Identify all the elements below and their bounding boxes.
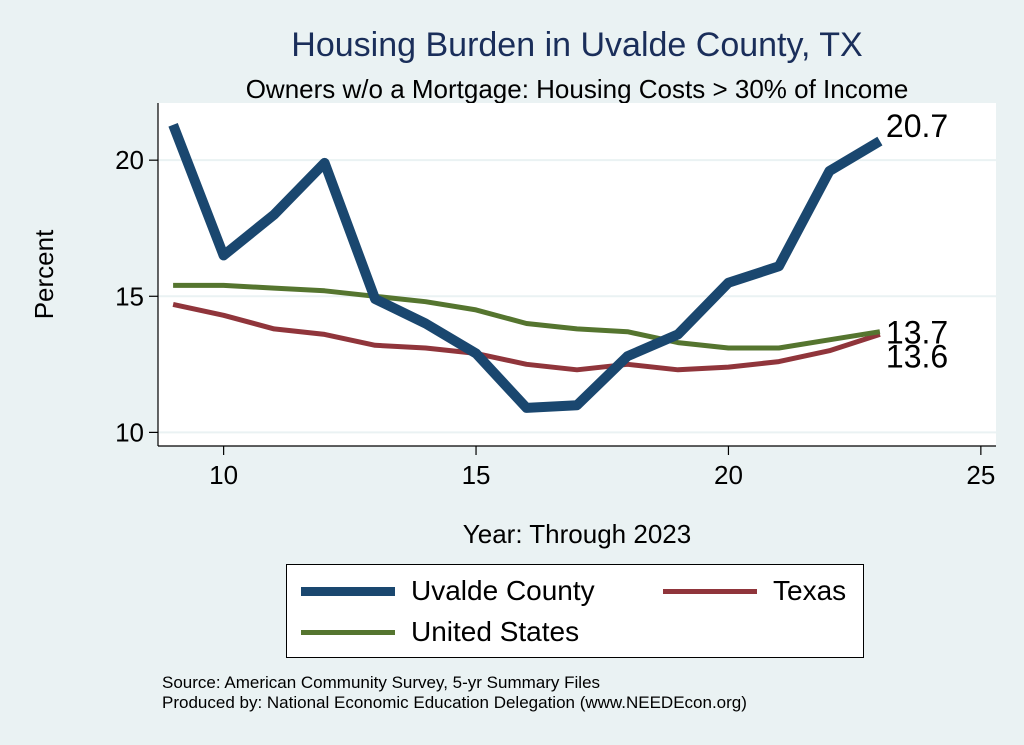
x-axis-title: Year: Through 2023 <box>463 519 691 549</box>
x-tick-label: 10 <box>209 460 238 490</box>
y-tick-label: 15 <box>115 281 144 311</box>
chart-title: Housing Burden in Uvalde County, TX <box>291 26 863 64</box>
legend: Uvalde County Texas United States <box>286 564 864 658</box>
y-tick-label: 20 <box>115 145 144 175</box>
y-tick-label: 10 <box>115 417 144 447</box>
legend-item-uvalde: Uvalde County <box>301 575 595 607</box>
x-tick-label: 20 <box>714 460 743 490</box>
source-line: Source: American Community Survey, 5-yr … <box>162 673 601 692</box>
chart-subtitle: Owners w/o a Mortgage: Housing Costs > 3… <box>245 74 909 104</box>
source-note: Source: American Community Survey, 5-yr … <box>162 673 747 713</box>
end-label-united-states: 13.7 <box>886 315 948 351</box>
legend-label-uvalde: Uvalde County <box>411 575 595 606</box>
legend-item-texas: Texas <box>663 575 846 607</box>
legend-swatch-texas <box>663 588 757 594</box>
series-line-uvalde-county <box>168 122 883 413</box>
legend-label-texas: Texas <box>773 575 847 606</box>
x-tick-label: 25 <box>966 460 995 490</box>
legend-item-us: United States <box>301 616 579 648</box>
series-line-united-states <box>173 282 881 351</box>
end-label-uvalde-county: 20.7 <box>886 108 948 144</box>
legend-swatch-uvalde <box>301 586 395 596</box>
legend-label-us: United States <box>411 616 580 647</box>
x-tick-label: 15 <box>462 460 491 490</box>
produced-by-line: Produced by: National Economic Education… <box>162 693 747 712</box>
legend-swatch-us <box>301 629 395 635</box>
plot-area <box>158 103 996 446</box>
end-label-texas: 13.6 <box>886 338 948 374</box>
series-line-texas <box>172 301 881 373</box>
line-chart: 10 15 20 10 15 20 25 Year: Through 2023 Percent 2… <box>29 103 996 549</box>
y-axis-title: Percent <box>29 229 59 319</box>
